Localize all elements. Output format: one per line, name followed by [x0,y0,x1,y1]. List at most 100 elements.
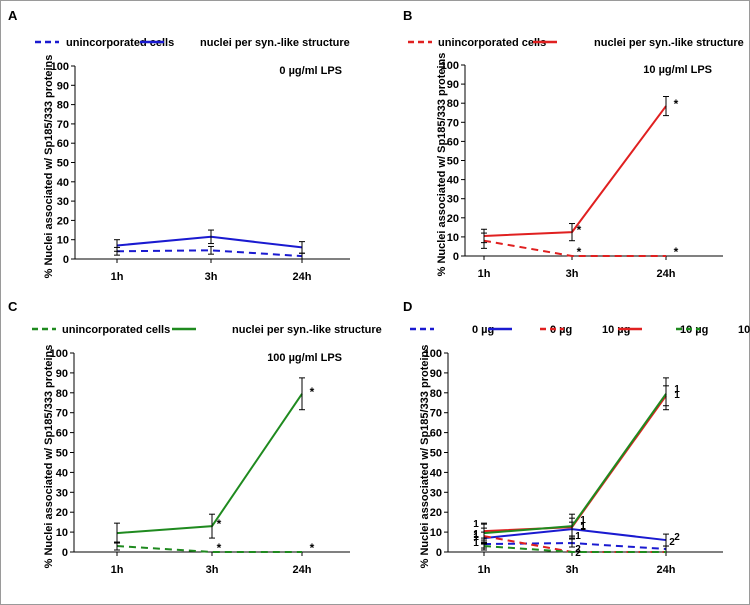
y-tick-label: 10 [57,235,69,247]
series-line [116,545,302,553]
significance-mark: * [674,97,679,111]
significance-mark: 1 [575,531,581,542]
legend-label: 10 µg [602,324,630,336]
y-tick-label: 50 [56,448,68,460]
series-line [116,249,303,258]
panel-b: B 0 10 20 30 40 50 60 70 80 90 100 1h 3h 24h % Nuclei a… [403,8,744,280]
legend-label: unincorporated cells [438,37,546,49]
y-tick-label: 70 [56,408,68,420]
y-tick-label: 80 [56,388,68,400]
y-tick-label: 40 [56,467,68,479]
y-tick-label: 40 [447,175,459,187]
significance-mark: 1 [473,538,479,549]
y-tick-label: 70 [447,117,459,129]
y-tick-label: 0 [63,254,69,266]
series-line [483,239,666,257]
x-tick-label: 1h [111,564,124,576]
y-tick-label: 60 [56,428,68,440]
y-tick-label: 70 [57,119,69,131]
y-tick-label: 80 [447,98,459,110]
panel-c: C 0 10 20 30 40 50 60 70 80 90 100 1h 3h 24h % Nuclei a… [8,299,382,576]
significance-mark: * [674,245,679,259]
legend-label: 10 µg [680,324,708,336]
y-tick-label: 0 [62,547,68,559]
x-tick-label: 24h [657,564,676,576]
x-tick-label: 3h [566,268,579,280]
significance-mark: * [310,541,315,555]
legend-label: nuclei per syn.-like structure [232,324,382,336]
x-tick-label: 1h [478,564,491,576]
significance-mark: 1 [674,390,680,401]
significance-mark: * [577,223,582,237]
y-tick-label: 10 [56,527,68,539]
series-line [483,545,666,553]
y-tick-label: 20 [57,215,69,227]
panel-letter: D [403,299,412,314]
x-tick-label: 3h [206,564,219,576]
significance-mark: 2 [575,548,581,559]
y-tick-label: 20 [447,213,459,225]
y-tick-label: 80 [57,100,69,112]
series-line [116,235,303,249]
y-tick-label: 20 [430,507,442,519]
panel-a: A 0 10 20 30 40 50 60 70 80 90 100 1h 3h 24h % Nuclei a… [8,8,350,283]
y-tick-label: 90 [56,368,68,380]
legend-label: nuclei per syn.-like structure [594,37,744,49]
significance-mark: * [310,385,315,399]
series-line [483,105,667,237]
y-tick-label: 100 [424,348,442,360]
y-tick-label: 30 [57,196,69,208]
significance-mark: 2 [669,537,675,548]
y-tick-label: 100 [50,348,68,360]
y-tick-label: 10 [430,527,442,539]
legend-label: 100 µg [738,324,750,336]
panel-letter: C [8,299,18,314]
significance-mark: 1 [674,384,680,395]
x-tick-label: 1h [478,268,491,280]
legend-label: 0 µg [472,324,494,336]
significance-mark: * [217,517,222,531]
lps-annotation: 10 µg/ml LPS [643,64,712,76]
legend-label: nuclei per syn.-like structure [200,37,350,49]
y-tick-label: 20 [56,507,68,519]
x-tick-label: 24h [293,564,312,576]
significance-mark: * [217,541,222,555]
significance-mark: 1 [473,532,479,543]
series-line [483,393,667,535]
significance-mark: 1 [580,521,586,532]
significance-mark: 1 [580,515,586,526]
y-tick-label: 100 [51,61,69,73]
y-tick-label: 40 [57,177,69,189]
significance-mark: 1 [580,522,586,533]
significance-mark: 1 [473,529,479,540]
y-axis-label: % Nuclei associated w/ Sp185/333 protein… [436,53,448,277]
lps-annotation: 100 µg/ml LPS [267,352,342,364]
legend-label: unincorporated cells [62,324,170,336]
y-tick-label: 50 [430,448,442,460]
y-tick-label: 60 [430,428,442,440]
significance-mark: 1 [473,532,479,543]
series-line [116,393,303,535]
x-tick-label: 3h [205,271,218,283]
x-tick-label: 1h [111,271,124,283]
series-line [483,395,667,533]
y-tick-label: 30 [430,487,442,499]
y-tick-label: 90 [430,368,442,380]
lps-annotation: 0 µg/ml LPS [279,65,342,77]
significance-mark: * [577,245,582,259]
y-tick-label: 60 [57,138,69,150]
x-tick-label: 3h [566,564,579,576]
x-tick-label: 24h [657,268,676,280]
significance-mark: 2 [674,532,680,543]
y-tick-label: 70 [430,408,442,420]
y-tick-label: 40 [430,467,442,479]
y-tick-label: 30 [56,487,68,499]
y-tick-label: 0 [436,547,442,559]
significance-mark: 1 [473,519,479,530]
y-tick-label: 10 [447,232,459,244]
panel-letter: B [403,8,412,23]
panel-d: D 0 10 20 30 40 50 60 70 80 90 100 1h 3h 24h % Nuclei a… [403,299,750,576]
y-tick-label: 50 [57,158,69,170]
y-tick-label: 60 [447,136,459,148]
